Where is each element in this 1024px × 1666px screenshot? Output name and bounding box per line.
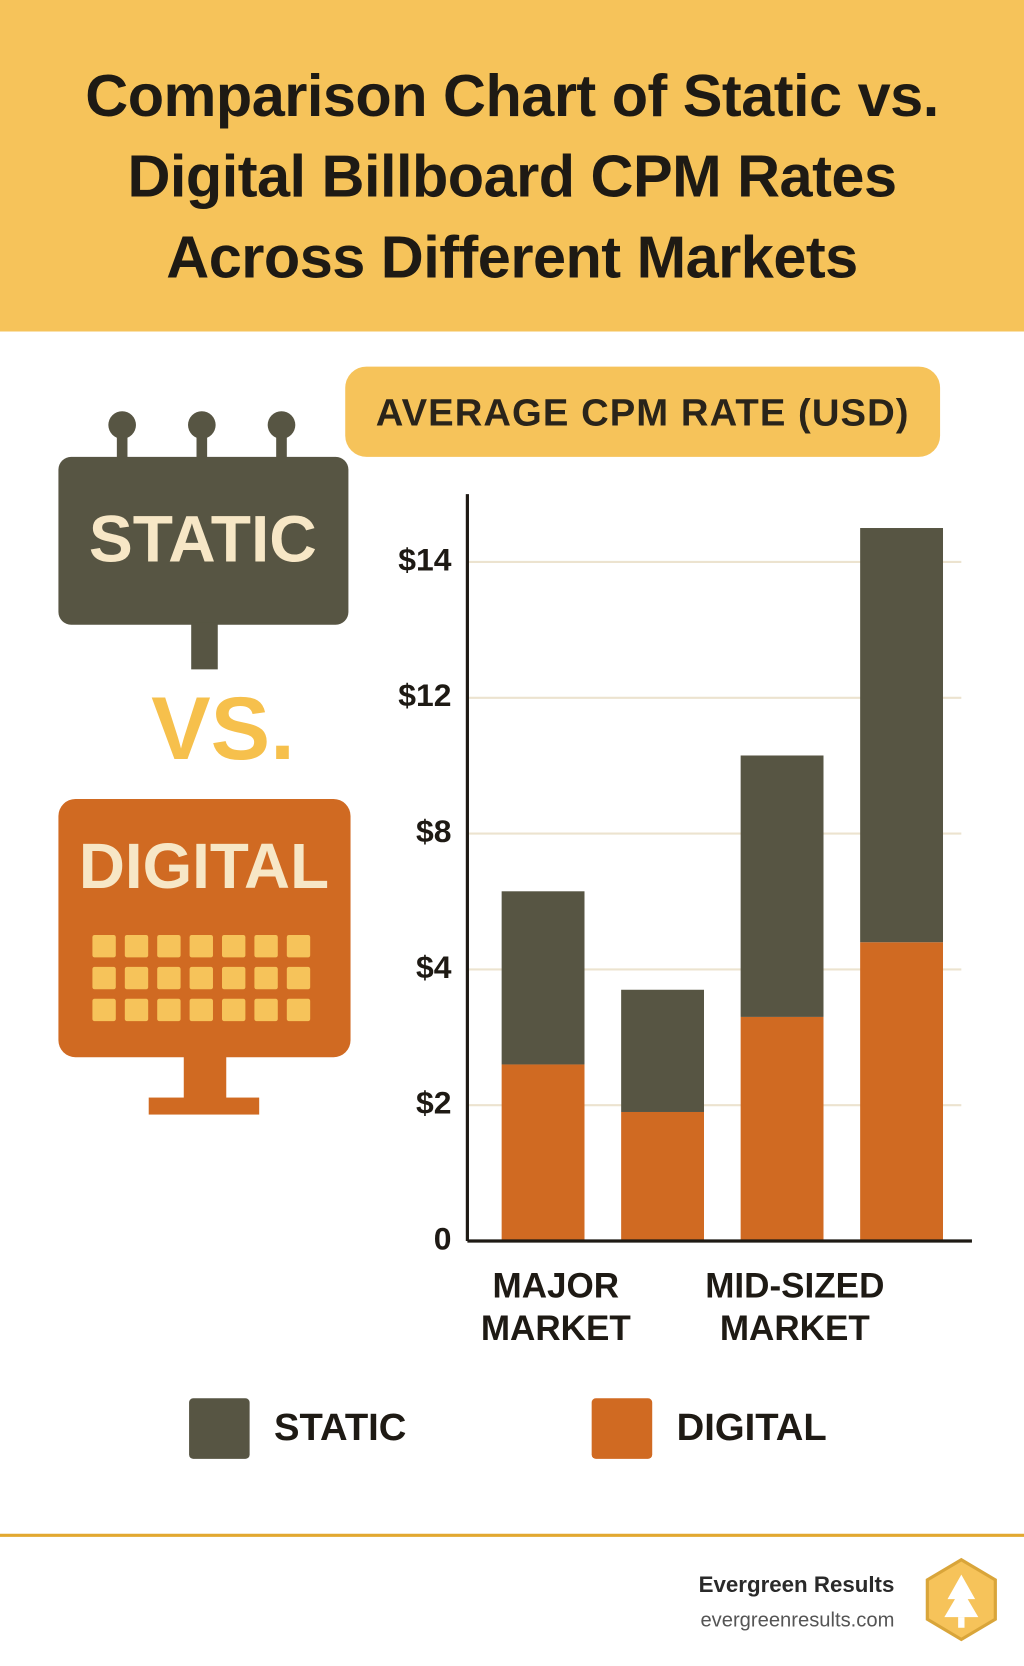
- screen-dot: [157, 935, 181, 958]
- y-tick-label: $12: [398, 677, 451, 713]
- screen-dot: [286, 998, 311, 1022]
- screen-dot: [124, 966, 149, 990]
- screen-dot: [254, 998, 278, 1022]
- bar-segment: [740, 1016, 824, 1241]
- legend-swatch: [591, 1398, 653, 1459]
- screen-dot: [124, 998, 149, 1022]
- screen-dot: [222, 966, 246, 990]
- screen-dot: [124, 935, 149, 958]
- logo: [925, 1557, 997, 1642]
- vs-label: VS.: [151, 678, 295, 778]
- bar-segment: [621, 989, 704, 1112]
- screen-dot: [254, 935, 278, 958]
- digital-billboard: [58, 799, 351, 1115]
- header: [0, 0, 1024, 332]
- x-tick-label: MID-SIZED MARKET: [705, 1265, 885, 1348]
- y-tick-label: $4: [416, 949, 452, 985]
- axis-label-pill: [345, 366, 941, 457]
- brand: Evergreen Results: [699, 1572, 895, 1597]
- screen-dot: [157, 966, 181, 990]
- screen-dot: [189, 998, 213, 1022]
- digital-label: DIGITAL: [79, 830, 329, 902]
- screen-dot: [92, 966, 116, 990]
- bar-segment: [740, 755, 824, 1017]
- bar-segment: [501, 1064, 585, 1241]
- screen-dot: [254, 966, 278, 990]
- y-tick-label: $2: [416, 1085, 451, 1121]
- screen-dot: [189, 966, 213, 990]
- screen-dot: [286, 935, 311, 958]
- legend-label: DIGITAL: [677, 1406, 827, 1449]
- screen-dot: [189, 935, 213, 958]
- bar-segment: [501, 891, 585, 1065]
- url: evergreenresults.com: [700, 1610, 894, 1632]
- y-axis-label: AVERAGE CPM RATE (USD): [376, 392, 910, 435]
- static-label: STATIC: [89, 501, 317, 575]
- screen-dot: [92, 935, 116, 958]
- bar-segment: [860, 942, 944, 1241]
- legend-swatch: [189, 1398, 250, 1459]
- screen-dot: [157, 998, 181, 1022]
- static-billboard: [58, 411, 349, 670]
- legend-label: STATIC: [274, 1406, 406, 1449]
- screen-dot: [92, 998, 116, 1022]
- screen-dot: [222, 935, 246, 958]
- bar-segment: [860, 528, 944, 943]
- y-tick-label: 0: [434, 1220, 452, 1256]
- bar-segment: [621, 1111, 704, 1241]
- x-tick-label: MAJOR MARKET: [480, 1265, 631, 1348]
- screen-dot: [286, 966, 311, 990]
- screen-dot: [222, 998, 246, 1022]
- y-tick-label: $14: [398, 541, 451, 577]
- title: Comparison Chart of Static vs. Digital B…: [85, 61, 939, 291]
- y-tick-label: $8: [416, 813, 451, 849]
